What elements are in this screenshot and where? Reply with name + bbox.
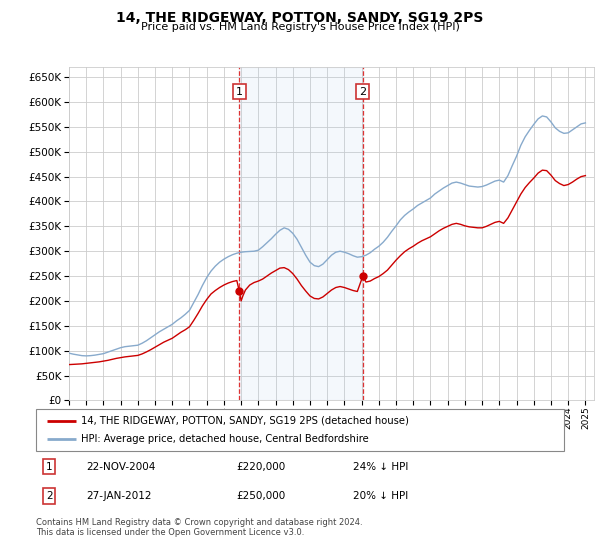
Text: 2: 2 <box>46 491 53 501</box>
Text: £250,000: £250,000 <box>236 491 286 501</box>
Text: 1: 1 <box>46 461 53 472</box>
Text: 14, THE RIDGEWAY, POTTON, SANDY, SG19 2PS: 14, THE RIDGEWAY, POTTON, SANDY, SG19 2P… <box>116 11 484 25</box>
Text: 24% ↓ HPI: 24% ↓ HPI <box>353 461 408 472</box>
Text: 1: 1 <box>236 87 243 97</box>
Text: Price paid vs. HM Land Registry's House Price Index (HPI): Price paid vs. HM Land Registry's House … <box>140 22 460 32</box>
Text: 27-JAN-2012: 27-JAN-2012 <box>86 491 152 501</box>
Text: £220,000: £220,000 <box>236 461 286 472</box>
Text: HPI: Average price, detached house, Central Bedfordshire: HPI: Average price, detached house, Cent… <box>81 434 368 444</box>
Text: 2: 2 <box>359 87 367 97</box>
Bar <box>239 67 363 400</box>
Text: 20% ↓ HPI: 20% ↓ HPI <box>353 491 408 501</box>
Text: 22-NOV-2004: 22-NOV-2004 <box>86 461 155 472</box>
Text: Contains HM Land Registry data © Crown copyright and database right 2024.
This d: Contains HM Land Registry data © Crown c… <box>36 518 362 538</box>
Text: 14, THE RIDGEWAY, POTTON, SANDY, SG19 2PS (detached house): 14, THE RIDGEWAY, POTTON, SANDY, SG19 2P… <box>81 416 409 426</box>
